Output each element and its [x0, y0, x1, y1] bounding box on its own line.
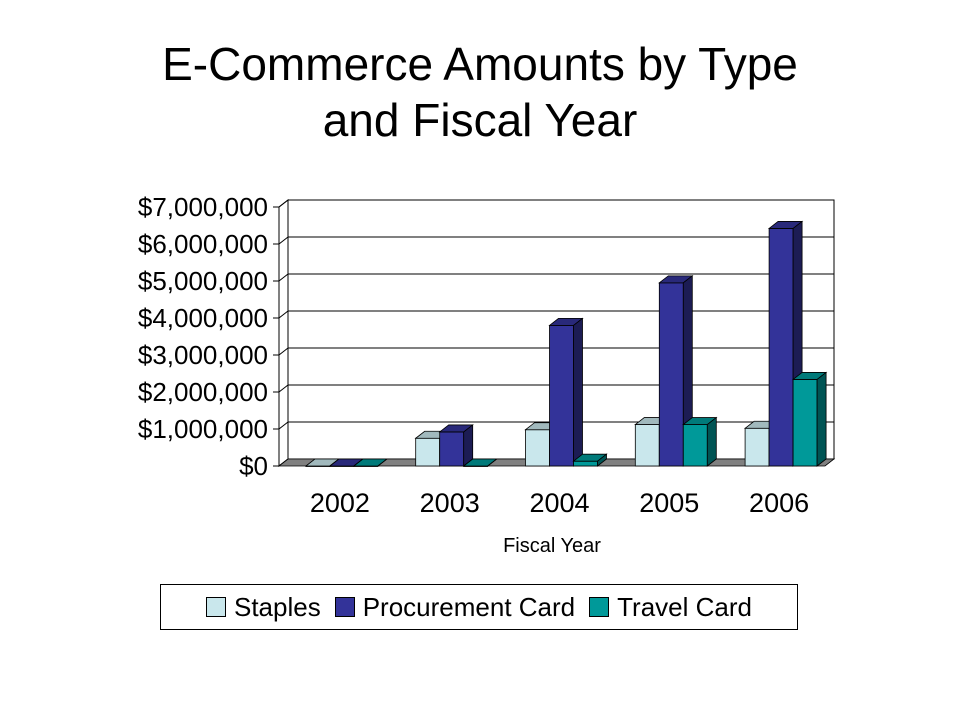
- x-tick-label: 2005: [639, 488, 699, 518]
- legend-item: Procurement Card: [334, 591, 576, 623]
- gridline-side: [278, 310, 289, 319]
- chart-title-line-2: and Fiscal Year: [322, 94, 638, 146]
- y-tick-label: $0: [239, 451, 268, 481]
- bar-front: [768, 228, 794, 467]
- gridline-side: [278, 236, 289, 245]
- y-tick-label: $7,000,000: [138, 192, 268, 222]
- bar-front: [744, 427, 770, 467]
- bar-front: [682, 424, 708, 467]
- legend-swatch: [334, 597, 355, 617]
- x-tick-label: 2003: [420, 488, 480, 518]
- gridline-side: [278, 347, 289, 356]
- x-axis-tick-labels: 2002 2003 2004 2005 2006: [310, 488, 809, 518]
- x-axis-label: Fiscal Year: [503, 535, 601, 557]
- bar: [462, 458, 498, 467]
- bar-front: [792, 379, 818, 467]
- x-tick-label: 2002: [310, 488, 370, 518]
- chart-title-line-1: E-Commerce Amounts by Type: [162, 38, 798, 90]
- y-tick-label: $1,000,000: [138, 414, 268, 444]
- y-tick-label: $3,000,000: [138, 340, 268, 370]
- gridline-side: [278, 199, 289, 208]
- bar: [791, 371, 828, 467]
- bar: [352, 458, 389, 467]
- bar-front: [439, 431, 465, 467]
- bar-side: [706, 416, 717, 467]
- bar-front: [634, 424, 660, 467]
- bar: [548, 317, 584, 467]
- y-axis-tick-labels: $0 $1,000,000 $2,000,000 $3,000,000 $4,000,0…: [138, 192, 268, 481]
- bar-front: [549, 324, 574, 467]
- chart-title: E-Commerce Amounts by Type and Fiscal Ye…: [80, 36, 880, 148]
- legend-label: Staples: [233, 591, 321, 622]
- bar-front: [415, 437, 441, 467]
- x-tick-label: 2006: [749, 488, 809, 518]
- legend-item: Staples: [205, 591, 321, 623]
- bar-side: [597, 453, 607, 467]
- bar-front: [573, 460, 598, 467]
- legend-swatch: [205, 597, 226, 617]
- y-tick-label: $2,000,000: [138, 377, 268, 407]
- bar-side: [487, 458, 497, 467]
- bar: [682, 416, 718, 467]
- x-tick-label: 2004: [529, 488, 589, 518]
- legend-label: Procurement Card: [362, 591, 576, 622]
- bar-side: [377, 458, 388, 467]
- y-tick-label: $5,000,000: [138, 266, 268, 296]
- bar-front: [525, 429, 550, 467]
- bar-front: [658, 282, 684, 467]
- gridline-side: [278, 421, 289, 430]
- gridline-side: [278, 384, 289, 393]
- legend-swatch: [589, 597, 610, 617]
- legend-label: Travel Card: [617, 591, 752, 622]
- bar: [658, 275, 694, 467]
- y-tick-label: $4,000,000: [138, 303, 268, 333]
- y-tick-label: $6,000,000: [138, 229, 268, 259]
- bar: [572, 453, 608, 467]
- bar: [438, 424, 474, 467]
- bar-side: [573, 317, 583, 467]
- legend-item: Travel Card: [589, 592, 752, 623]
- bars-group: [304, 220, 828, 467]
- legend: Staples Procurement Card Travel Card: [160, 584, 798, 630]
- bar-side: [816, 371, 827, 467]
- gridline-side: [278, 273, 289, 282]
